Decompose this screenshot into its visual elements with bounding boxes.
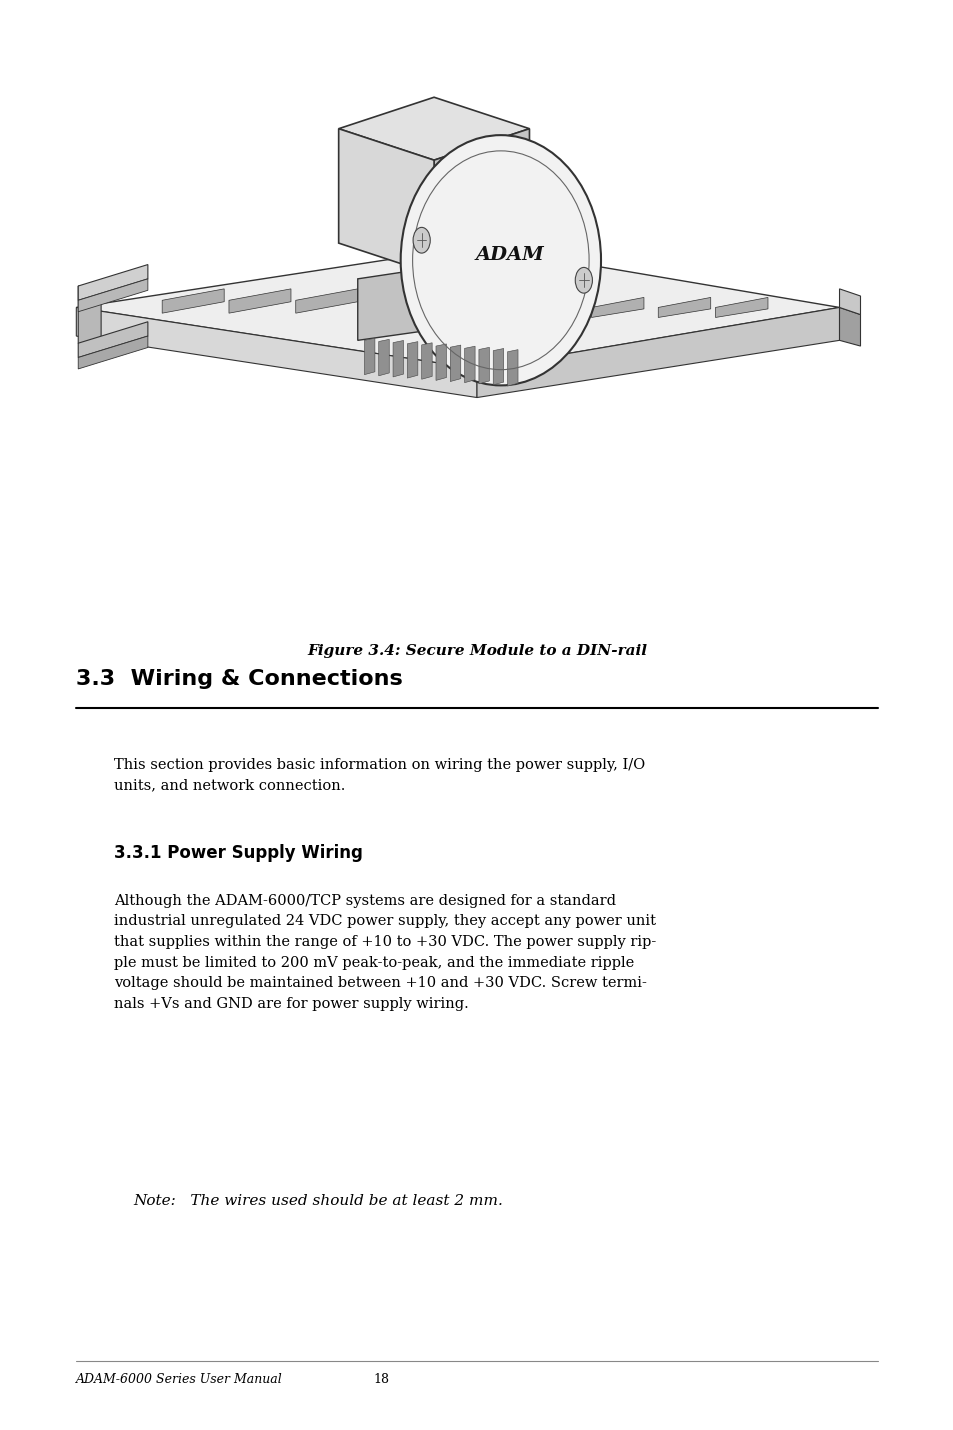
- Polygon shape: [434, 129, 529, 275]
- Text: Note:   The wires used should be at least 2 mm.: Note: The wires used should be at least …: [133, 1194, 503, 1208]
- Polygon shape: [450, 345, 460, 382]
- Polygon shape: [364, 339, 375, 375]
- Polygon shape: [658, 297, 710, 317]
- Polygon shape: [464, 346, 475, 383]
- Text: ADAM-6000 Series User Manual: ADAM-6000 Series User Manual: [76, 1373, 283, 1387]
- Text: Figure 3.4: Secure Module to a DIN-rail: Figure 3.4: Secure Module to a DIN-rail: [307, 644, 646, 658]
- Text: 3.3.1 Power Supply Wiring: 3.3.1 Power Supply Wiring: [114, 844, 363, 862]
- Text: ADAM: ADAM: [476, 246, 544, 263]
- Polygon shape: [78, 265, 148, 300]
- Polygon shape: [378, 339, 389, 376]
- Polygon shape: [839, 289, 860, 315]
- Polygon shape: [162, 289, 224, 313]
- Polygon shape: [393, 340, 403, 378]
- Polygon shape: [507, 350, 517, 386]
- Polygon shape: [421, 343, 432, 379]
- Polygon shape: [78, 286, 101, 352]
- Ellipse shape: [400, 136, 600, 386]
- Polygon shape: [76, 307, 476, 398]
- Polygon shape: [436, 345, 446, 380]
- Polygon shape: [357, 255, 519, 340]
- Polygon shape: [338, 97, 529, 160]
- Text: This section provides basic information on wiring the power supply, I/O
units, a: This section provides basic information …: [114, 758, 645, 792]
- Polygon shape: [407, 342, 417, 378]
- Circle shape: [413, 227, 430, 253]
- Text: 3.3  Wiring & Connections: 3.3 Wiring & Connections: [76, 669, 403, 689]
- Text: Although the ADAM-6000/TCP systems are designed for a standard
industrial unregu: Although the ADAM-6000/TCP systems are d…: [114, 894, 656, 1011]
- Polygon shape: [493, 349, 503, 385]
- Circle shape: [575, 267, 592, 293]
- Polygon shape: [591, 297, 643, 317]
- Text: 18: 18: [374, 1373, 389, 1387]
- Polygon shape: [338, 129, 434, 275]
- Polygon shape: [715, 297, 767, 317]
- Polygon shape: [229, 289, 291, 313]
- Polygon shape: [476, 307, 839, 398]
- Polygon shape: [78, 322, 148, 358]
- Polygon shape: [478, 347, 489, 383]
- Polygon shape: [76, 246, 839, 369]
- Polygon shape: [295, 289, 357, 313]
- Polygon shape: [78, 336, 148, 369]
- Polygon shape: [78, 279, 148, 312]
- Polygon shape: [839, 307, 860, 346]
